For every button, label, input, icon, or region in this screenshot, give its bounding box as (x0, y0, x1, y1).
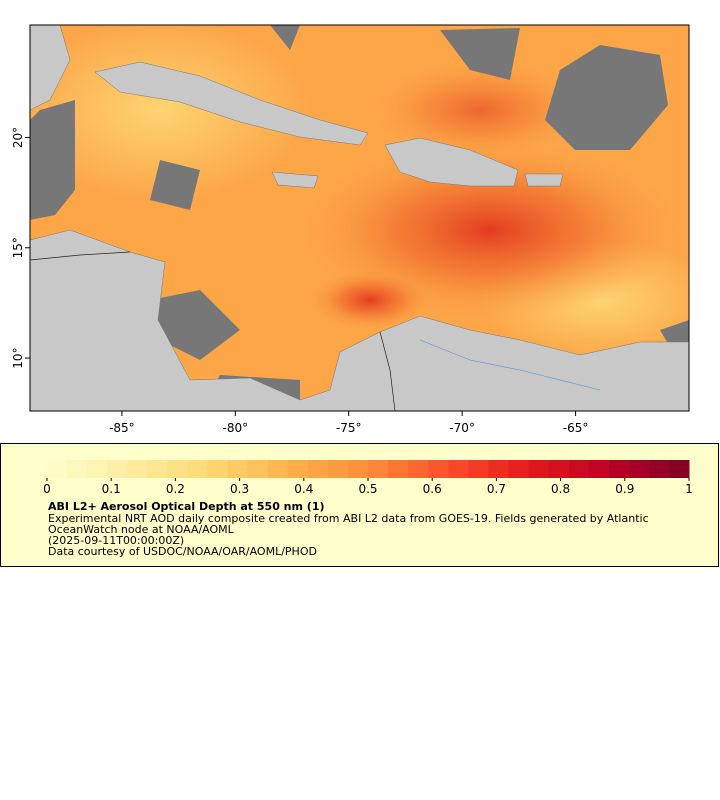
colorbar-tick-label: 0.4 (294, 482, 313, 496)
colorbar-step (147, 460, 168, 478)
colorbar-tick-label: 1 (685, 482, 693, 496)
colorbar-step (287, 460, 309, 478)
colorbar-tick-label: 0 (43, 482, 51, 496)
legend-line: (2025-09-11T00:00:00Z) (48, 534, 184, 547)
colorbar-step (207, 460, 229, 478)
colorbar-step (588, 460, 610, 478)
colorbar-step (668, 460, 690, 478)
colorbar-step (67, 460, 88, 478)
colorbar-step (127, 460, 148, 478)
x-tick-label: -85° (109, 421, 135, 435)
colorbar-tick-label: 0.3 (230, 482, 249, 496)
colorbar-tick-label: 0.7 (487, 482, 506, 496)
map-frame (29, 24, 690, 412)
colorbar-tick-label: 0.9 (615, 482, 634, 496)
colorbar-step (568, 460, 590, 478)
x-tick-label: -70° (449, 421, 475, 435)
colorbar-step (428, 460, 449, 478)
legend-title: ABI L2+ Aerosol Optical Depth at 550 nm … (48, 500, 325, 513)
colorbar-tick-label: 0.6 (423, 482, 442, 496)
legend-line: OceanWatch node at NOAA/AOML (48, 523, 235, 536)
x-tick-label: -65° (563, 421, 589, 435)
colorbar-step (488, 460, 509, 478)
colorbar-tick-label: 0.2 (166, 482, 185, 496)
colorbar-step (307, 460, 329, 478)
colorbar-step (468, 460, 489, 478)
colorbar-step (107, 460, 128, 478)
colorbar-tick-label: 0.8 (551, 482, 570, 496)
legend-line: Data courtesy of USDOC/NOAA/OAR/AOML/PHO… (48, 545, 317, 558)
colorbar-step (247, 460, 269, 478)
colorbar-step (368, 460, 389, 478)
colorbar-step (548, 460, 570, 478)
colorbar-step (87, 460, 108, 478)
colorbar-step (628, 460, 650, 478)
colorbar-step (508, 460, 529, 478)
map-image (30, 25, 689, 411)
colorbar-tick-label: 0.1 (102, 482, 121, 496)
y-tick-label: 10° (11, 347, 25, 368)
y-tick-label: 15° (11, 237, 25, 258)
colorbar-step (327, 460, 349, 478)
y-tick-label: 20° (11, 127, 25, 148)
x-tick-label: -75° (336, 421, 362, 435)
colorbar-step (267, 460, 289, 478)
colorbar-tick-label: 0.5 (358, 482, 377, 496)
legend-line: Experimental NRT AOD daily composite cre… (48, 512, 649, 525)
colorbar-step (187, 460, 208, 478)
colorbar-step (408, 460, 429, 478)
colorbar-step (528, 460, 550, 478)
colorbar-step (648, 460, 670, 478)
colorbar-step (227, 460, 249, 478)
x-tick-label: -80° (222, 421, 248, 435)
colorbar-step (448, 460, 469, 478)
colorbar-step (347, 460, 369, 478)
colorbar-step (47, 460, 68, 478)
colorbar-step (608, 460, 630, 478)
colorbar-step (167, 460, 188, 478)
colorbar-step (388, 460, 409, 478)
